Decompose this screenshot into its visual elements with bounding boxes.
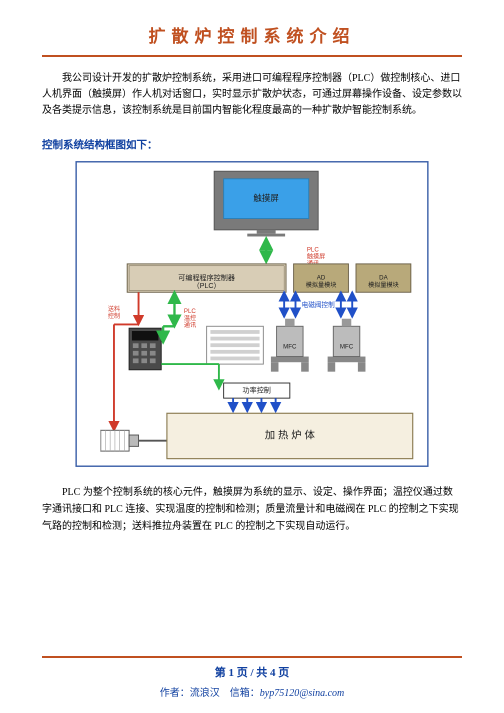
svg-text:模拟量模块: 模拟量模块 [306,281,337,289]
body-paragraph: PLC 为整个控制系统的核心元件，触摸屏为系统的显示、设定、操作界面；温控仪通过… [42,484,462,535]
svg-text:PLC: PLC [184,308,196,315]
divider-bottom [42,656,462,658]
svg-text:通讯: 通讯 [184,321,196,329]
svg-text:DA: DA [379,275,388,282]
svg-text:送料: 送料 [108,305,120,313]
page-title: 扩散炉控制系统介绍 [42,22,462,47]
page-number: 第 1 页 / 共 4 页 [42,664,462,680]
svg-text:PLC: PLC [307,246,319,253]
svg-text:加 热 炉 体: 加 热 炉 体 [265,429,316,442]
svg-text:功率控制: 功率控制 [243,385,271,394]
svg-text:触摸屏: 触摸屏 [307,252,325,260]
svg-text:电磁阀控制: 电磁阀控制 [302,300,335,309]
section-heading: 控制系统结构框图如下： [42,137,462,152]
divider-top [42,55,462,57]
page-footer: 第 1 页 / 共 4 页 作者：流浪汉 信箱：byp75120@sina.co… [42,656,462,699]
mail-address: byp75120@sina.com [260,688,344,699]
mail-label: 信箱： [230,688,260,699]
svg-text:MFC: MFC [283,344,297,351]
svg-text:控制: 控制 [108,312,120,320]
svg-text:模拟量模块: 模拟量模块 [368,281,399,289]
svg-text:MFC: MFC [340,344,354,351]
svg-text:温控: 温控 [184,314,196,322]
svg-text:AD: AD [317,275,326,282]
svg-text:（PLC）: （PLC） [193,282,221,290]
intro-paragraph: 我公司设计开发的扩散炉控制系统，采用进口可编程程序控制器（PLC）做控制核心、进… [42,71,462,119]
svg-text:可编程程序控制器: 可编程程序控制器 [178,273,235,282]
system-diagram: 触摸屏PLC触摸屏通讯可编程程序控制器（PLC）AD模拟量模块DA模拟量模块PL… [42,158,462,470]
author-name: 流浪汉 [190,688,220,699]
author-line: 作者：流浪汉 信箱：byp75120@sina.com [42,684,462,699]
author-label: 作者： [160,688,190,699]
svg-text:触摸屏: 触摸屏 [253,193,279,203]
